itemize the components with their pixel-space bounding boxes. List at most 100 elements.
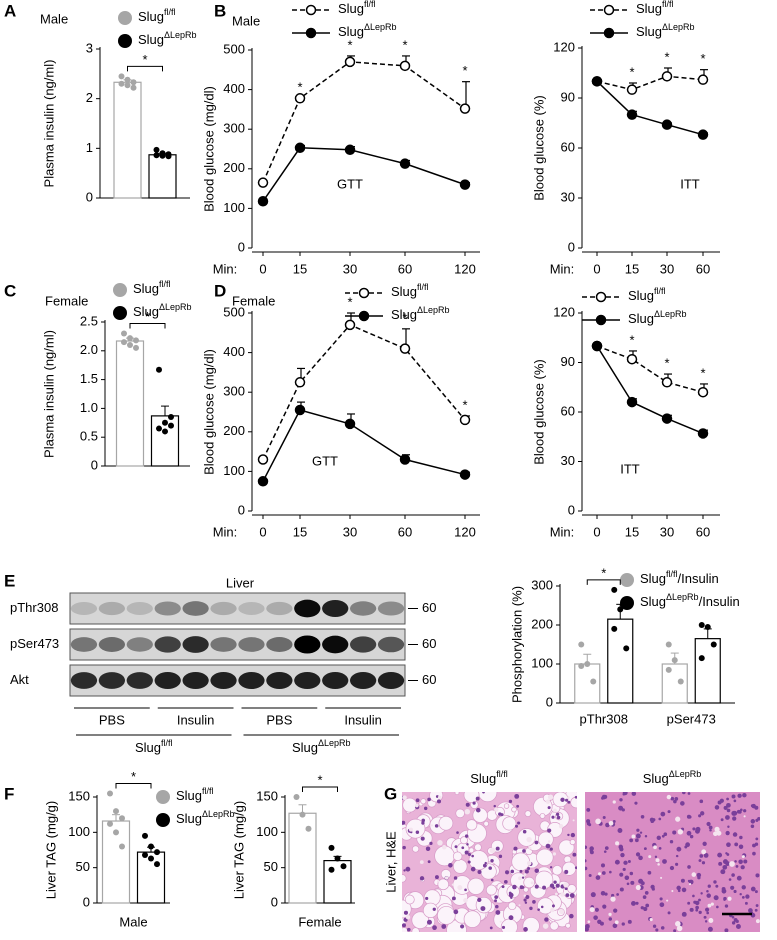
nucleus <box>698 859 702 863</box>
data-point <box>133 344 139 351</box>
legend-label-name: Slug <box>133 281 159 296</box>
nucleus <box>644 891 649 895</box>
x-tick-label: 30 <box>660 261 674 276</box>
nucleus <box>627 860 631 864</box>
x-tick-label: 15 <box>293 524 307 539</box>
vacuole <box>610 896 616 902</box>
nucleus <box>703 915 707 919</box>
nucleus <box>513 846 518 851</box>
legend-marker <box>305 27 317 39</box>
nucleus <box>706 911 710 915</box>
nucleus <box>614 859 620 865</box>
blot-band <box>210 637 237 652</box>
nucleus <box>470 866 476 872</box>
bar <box>694 638 721 704</box>
lipid-droplet <box>404 894 415 905</box>
lipid-droplet <box>485 884 497 896</box>
vacuole <box>589 907 595 913</box>
nucleus <box>706 890 709 893</box>
legend-label: Slugfl/fl/Insulin <box>640 569 719 586</box>
data-point <box>124 76 131 83</box>
nucleus <box>650 884 655 890</box>
genotype-label-sup: fl/fl <box>161 738 173 748</box>
nucleus <box>731 921 736 925</box>
nucleus <box>517 821 521 825</box>
nucleus <box>725 815 730 820</box>
y-axis-label: Blood glucose (mg/dl) <box>201 86 216 212</box>
histology-title-name: Slug <box>643 771 669 786</box>
data-point <box>626 353 638 365</box>
legend-label-name: Slug <box>138 32 164 47</box>
blot-band <box>182 601 209 616</box>
nucleus <box>527 867 531 871</box>
blot-band <box>98 601 125 616</box>
significance-label: * <box>142 52 147 67</box>
y-tick-label: 200 <box>531 616 553 631</box>
vacuole <box>710 902 714 906</box>
blot-band <box>377 601 405 616</box>
nucleus <box>629 838 634 843</box>
lipid-droplet <box>437 906 456 925</box>
nucleus <box>731 810 737 816</box>
y-tick-label: 2.5 <box>80 313 98 328</box>
nucleus <box>676 846 682 852</box>
nucleus <box>589 850 594 855</box>
nucleus <box>523 898 527 902</box>
nucleus <box>464 834 469 838</box>
panel-label: F <box>4 784 14 803</box>
nucleus <box>694 900 700 906</box>
nucleus <box>426 919 432 925</box>
significance-label: * <box>145 309 150 324</box>
series-line <box>596 80 704 136</box>
blot-band <box>182 636 209 653</box>
data-point <box>257 476 269 487</box>
nucleus <box>434 875 439 880</box>
blot-band <box>266 671 293 690</box>
significance-bracket <box>127 65 163 72</box>
nucleus <box>737 793 742 798</box>
blot-band <box>154 636 181 653</box>
data-point <box>257 196 269 207</box>
nucleus <box>515 824 519 828</box>
legend-label-sup: fl/fl <box>654 286 666 296</box>
vacuole <box>741 855 745 859</box>
blot-band <box>322 635 349 654</box>
vacuole <box>552 852 557 856</box>
vacuole <box>523 894 526 897</box>
nucleus <box>602 815 606 819</box>
blot-row-label: pThr308 <box>10 600 58 615</box>
nucleus <box>706 893 711 898</box>
nucleus <box>731 873 735 877</box>
group-label: PBS <box>266 712 292 727</box>
significance-bracket <box>302 786 338 792</box>
nucleus <box>540 905 544 909</box>
vacuole <box>595 818 601 825</box>
y-tick-label: 500 <box>223 41 245 56</box>
data-point <box>623 645 630 652</box>
y-tick-label: 200 <box>223 423 245 438</box>
data-point <box>344 319 356 331</box>
nucleus <box>728 878 732 881</box>
nucleus <box>709 828 712 832</box>
x-axis-label: Min: <box>550 524 575 539</box>
vacuole <box>451 883 455 886</box>
nucleus <box>735 864 739 868</box>
legend-label-sup: fl/fl <box>417 282 429 292</box>
vacuole <box>545 799 551 804</box>
vacuole <box>708 918 714 923</box>
data-point <box>661 377 673 388</box>
nucleus <box>586 807 591 812</box>
legend-label-name: Slug <box>391 284 417 299</box>
y-tick-label: 3 <box>86 40 93 55</box>
nucleus <box>603 850 607 853</box>
blot-band <box>322 671 349 690</box>
histology-title-name: Slug <box>470 771 496 786</box>
nucleus <box>755 904 759 907</box>
vacuole <box>675 921 681 927</box>
lipid-droplet <box>538 831 554 848</box>
legend-label-sup: fl/fl <box>159 279 171 289</box>
lipid-droplet <box>422 902 439 918</box>
group-label: Insulin <box>177 712 215 727</box>
nucleus <box>705 907 710 912</box>
legend-marker <box>113 283 127 297</box>
